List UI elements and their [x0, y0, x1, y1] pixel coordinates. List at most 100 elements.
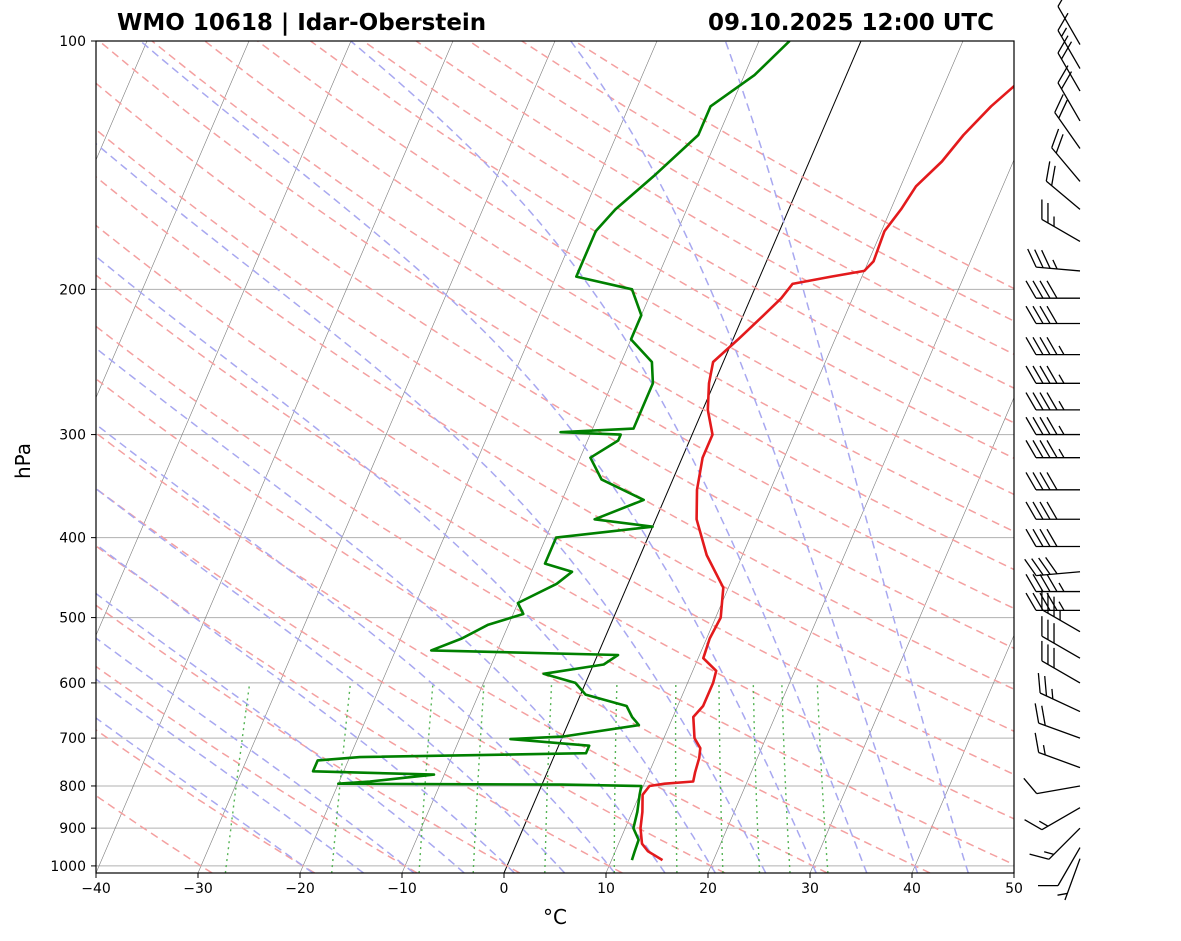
- isotherm: [96, 41, 250, 399]
- x-tick-label: 20: [699, 881, 717, 897]
- mixing-ratio-line: [781, 682, 791, 873]
- wind-barb: [1024, 557, 1081, 577]
- wind-barb: [1025, 336, 1080, 356]
- wind-barb: [1034, 732, 1081, 769]
- dry-adiabat: [96, 794, 213, 873]
- sounding-profiles: [311, 41, 1014, 862]
- moist-adiabat: [724, 41, 970, 873]
- wind-barb: [1041, 616, 1081, 659]
- x-axis-label: °C: [543, 905, 567, 929]
- y-tick-label: 700: [59, 731, 86, 747]
- isotherm: [911, 634, 1014, 873]
- wind-barbs: [1023, 0, 1081, 901]
- moist-adiabat: [96, 678, 364, 873]
- x-tick-label: 40: [903, 881, 921, 897]
- wind-barb: [1025, 305, 1080, 325]
- dry-adiabat: [96, 728, 316, 873]
- x-tick-label: 0: [500, 881, 509, 897]
- dry-adiabat: [96, 604, 521, 873]
- y-tick-label: 200: [59, 282, 86, 298]
- wind-barb: [1024, 807, 1081, 831]
- moist-adiabat: [96, 423, 616, 873]
- moist-adiabat: [570, 41, 919, 873]
- x-tick-label: 30: [801, 881, 819, 897]
- wind-barb: [1057, 12, 1081, 69]
- wind-barb: [1051, 128, 1081, 182]
- mixing-ratio-line: [718, 682, 724, 873]
- dry-adiabat: [96, 175, 1014, 733]
- y-tick-label: 300: [59, 428, 86, 444]
- moist-adiabat: [96, 142, 767, 873]
- wind-barb: [1041, 640, 1081, 684]
- wind-barb: [1025, 501, 1080, 520]
- moist-adiabat: [96, 543, 515, 873]
- dry-adiabat: [96, 377, 931, 873]
- wind-barb: [1023, 777, 1081, 795]
- zero-isotherm: [503, 41, 862, 873]
- mixing-ratio-line: [674, 682, 678, 873]
- axis-ticks: −40 −30 −20 −10 0 10 20 30 40 50 1000 900 800 700 600 5…: [50, 34, 1023, 897]
- wind-barb: [1054, 94, 1081, 149]
- dry-adiabat: [96, 545, 623, 873]
- mixing-ratio-line: [224, 682, 251, 873]
- wind-barb: [1025, 573, 1080, 593]
- title-datetime: 09.10.2025 12:00 UTC: [708, 10, 994, 36]
- x-tick-label: −10: [387, 881, 417, 897]
- background-lines: [96, 41, 1014, 873]
- dry-adiabat: [257, 41, 1014, 496]
- y-tick-label: 500: [59, 611, 86, 627]
- x-tick-label: −20: [285, 881, 315, 897]
- isotherm: [707, 159, 1014, 873]
- y-tick-label: 900: [59, 821, 86, 837]
- moist-adiabat: [96, 637, 415, 873]
- isotherm: [197, 41, 556, 873]
- wind-barb: [1025, 592, 1080, 611]
- temperature-profile: [639, 84, 1014, 862]
- wind-barb: [1037, 673, 1081, 713]
- mixing-ratio-line: [816, 682, 829, 873]
- moist-adiabat: [350, 41, 868, 873]
- wind-barb: [1045, 161, 1081, 210]
- y-axis-label: hPa: [11, 443, 35, 479]
- isotherm: [299, 41, 658, 873]
- wind-barb: [1025, 472, 1080, 491]
- y-tick-label: 1000: [50, 859, 86, 875]
- mixing-ratio-line: [472, 682, 485, 873]
- mixing-ratio-line: [613, 682, 618, 873]
- wind-barb: [1041, 199, 1081, 243]
- y-tick-label: 600: [59, 676, 86, 692]
- isotherm: [401, 41, 760, 873]
- wind-barb: [1027, 248, 1081, 272]
- mixing-ratio-line: [331, 682, 352, 873]
- mixing-ratio-line: [544, 682, 553, 873]
- mixing-ratio-line: [752, 682, 761, 873]
- moist-adiabat: [96, 347, 666, 873]
- wind-barb: [1057, 858, 1081, 901]
- dry-adiabat: [96, 325, 1014, 866]
- mixing-ratio-line: [418, 682, 434, 873]
- wind-barb: [1034, 703, 1081, 739]
- y-tick-label: 800: [59, 779, 86, 795]
- moist-adiabat: [96, 487, 566, 873]
- dry-adiabat: [98, 41, 1014, 610]
- isotherm: [809, 396, 1014, 873]
- wind-barb: [1029, 827, 1081, 860]
- dry-adiabat: [362, 41, 1014, 424]
- moist-adiabat: [96, 255, 716, 873]
- dry-adiabat: [96, 224, 1014, 776]
- y-tick-label: 400: [59, 531, 86, 547]
- plot-frame: [95, 40, 1015, 874]
- moist-adiabat: [96, 592, 465, 873]
- isotherm: [605, 41, 964, 873]
- x-tick-label: 50: [1005, 881, 1023, 897]
- x-tick-label: −40: [81, 881, 111, 897]
- wind-barb: [1025, 392, 1080, 411]
- wind-barb: [1025, 365, 1080, 384]
- isotherm: [96, 41, 352, 637]
- x-tick-label: 10: [597, 881, 615, 897]
- x-tick-label: −30: [183, 881, 213, 897]
- wind-barb: [1057, 0, 1081, 45]
- dry-adiabat: [96, 274, 1014, 820]
